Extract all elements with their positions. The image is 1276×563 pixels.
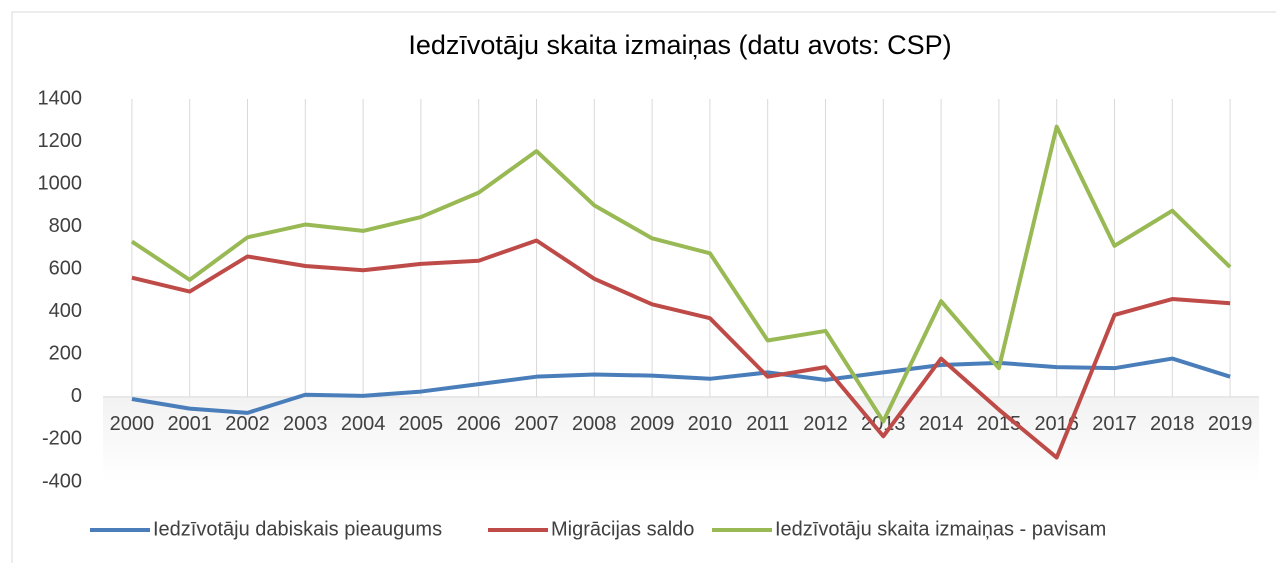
negative-area xyxy=(103,396,1259,482)
x-tick-label: 2008 xyxy=(572,413,617,435)
x-tick-label: 2010 xyxy=(688,413,733,435)
y-tick-label: 1200 xyxy=(38,130,83,152)
y-tick-label: 200 xyxy=(49,343,82,365)
x-tick-label: 2018 xyxy=(1150,413,1195,435)
x-tick-label: 2005 xyxy=(399,413,444,435)
series-line xyxy=(131,356,1231,415)
x-tick-label: 2009 xyxy=(630,413,675,435)
y-tick-label: 800 xyxy=(49,215,82,237)
y-tick-label: 1400 xyxy=(38,87,83,109)
y-tick-label: 400 xyxy=(49,300,82,322)
legend-label: Iedzīvotāju skaita izmaiņas - pavisam xyxy=(775,518,1106,540)
chart-title: Iedzīvotāju skaita izmaiņas (datu avots:… xyxy=(408,30,951,60)
chart-frame xyxy=(11,11,1276,563)
x-tick-label: 2014 xyxy=(919,413,964,435)
x-tick-label: 2007 xyxy=(514,413,559,435)
x-tick-label: 2004 xyxy=(341,413,386,435)
y-tick-label: 600 xyxy=(49,258,82,280)
x-tick-label: 2017 xyxy=(1092,413,1137,435)
x-tick-label: 2003 xyxy=(283,413,328,435)
x-tick-label: 2000 xyxy=(110,413,155,435)
y-tick-label: -200 xyxy=(42,428,82,450)
x-tick-label: 2019 xyxy=(1208,413,1253,435)
y-tick-label: 0 xyxy=(71,385,82,407)
series-line xyxy=(131,238,1231,460)
series-line xyxy=(130,124,1232,424)
x-tick-label: 2006 xyxy=(456,413,501,435)
x-tick-label: 2011 xyxy=(746,413,789,435)
legend-label: Iedzīvotāju dabiskais pieaugums xyxy=(153,518,442,540)
x-tick-label: 2001 xyxy=(167,413,212,435)
y-tick-label: -400 xyxy=(42,470,82,492)
x-tick-label: 2002 xyxy=(225,413,270,435)
x-tick-label: 2012 xyxy=(803,413,848,435)
y-tick-label: 1000 xyxy=(38,172,83,194)
legend-label: Migrācijas saldo xyxy=(551,518,694,540)
